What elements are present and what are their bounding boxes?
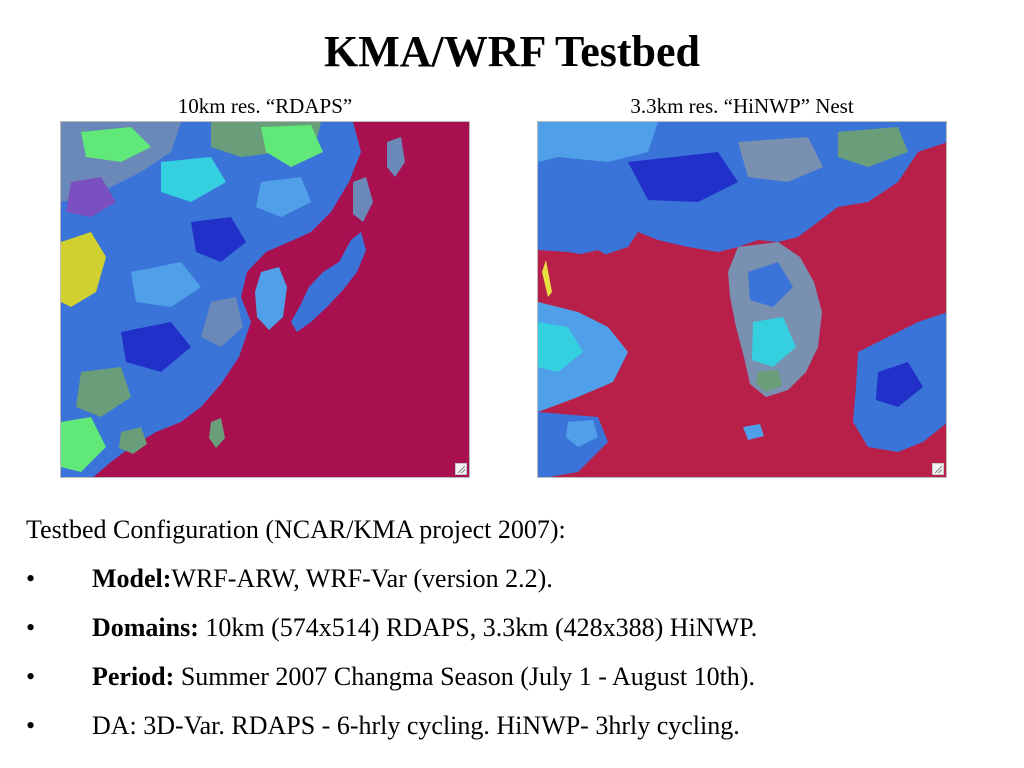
rdaps-map-caption: 10km res. “RDAPS” xyxy=(177,94,353,118)
rdaps-map-resize-handle[interactable] xyxy=(455,463,467,475)
bullet-text-period: Summer 2007 Changma Season (July 1 - Aug… xyxy=(174,662,755,691)
bullet-marker: • xyxy=(26,711,36,740)
hinwp-map-image xyxy=(538,122,946,477)
rdaps-land-use-map xyxy=(60,121,470,478)
bullet-text-domains: 10km (574x514) RDAPS, 3.3km (428x388) Hi… xyxy=(198,613,758,642)
rdaps-map-image xyxy=(61,122,469,477)
bullet-item-domains: • Domains: 10km (574x514) RDAPS, 3.3km (… xyxy=(26,603,1006,652)
bullet-marker: • xyxy=(26,564,36,593)
bullet-marker: • xyxy=(26,613,36,642)
bullet-item-da: • DA: 3D-Var. RDAPS - 6-hrly cycling. Hi… xyxy=(26,701,1006,750)
hinwp-map-resize-handle[interactable] xyxy=(932,463,944,475)
bullet-item-period: • Period: Summer 2007 Changma Season (Ju… xyxy=(26,652,1006,701)
bullet-label-domains: Domains: xyxy=(92,613,199,642)
bullet-marker: • xyxy=(26,662,36,691)
bullet-item-model: • Model:WRF-ARW, WRF-Var (version 2.2). xyxy=(26,554,1006,603)
slide-title: KMA/WRF Testbed xyxy=(323,27,701,76)
bullet-label-model: Model: xyxy=(92,564,172,593)
bullet-text-model: WRF-ARW, WRF-Var (version 2.2). xyxy=(171,564,553,593)
bullet-text-da: DA: 3D-Var. RDAPS - 6-hrly cycling. HiNW… xyxy=(92,711,740,740)
bullet-label-period: Period: xyxy=(92,662,175,691)
configuration-intro: Testbed Configuration (NCAR/KMA project … xyxy=(26,515,566,544)
testbed-configuration: Testbed Configuration (NCAR/KMA project … xyxy=(26,505,1006,750)
hinwp-map-caption: 3.3km res. “HiNWP” Nest xyxy=(630,94,854,118)
hinwp-land-use-map xyxy=(537,121,947,478)
